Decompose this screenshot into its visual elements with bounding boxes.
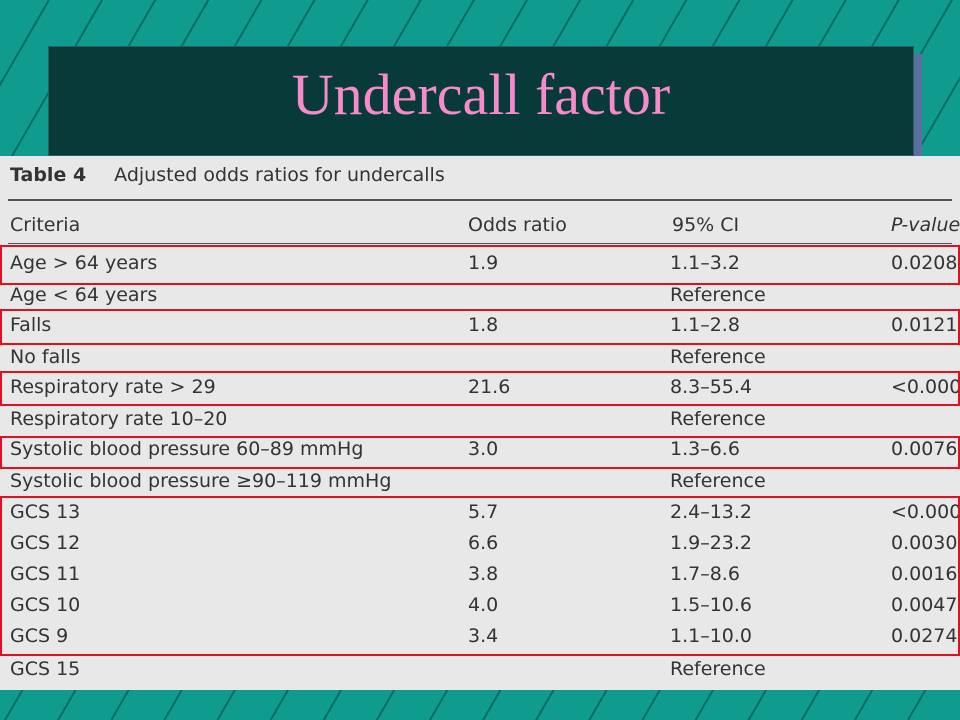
ci-cell: 2.4–13.2 bbox=[670, 501, 753, 523]
table-row: GCS 12 6.6 1.9–23.2 0.0030 bbox=[0, 528, 960, 558]
criteria-cell: Age > 64 years bbox=[10, 252, 158, 274]
criteria-cell: Respiratory rate > 29 bbox=[10, 376, 216, 398]
header-criteria: Criteria bbox=[10, 214, 81, 236]
odds-ratio-cell: 1.9 bbox=[468, 252, 499, 274]
header-p-value: P-value bbox=[891, 214, 960, 236]
criteria-cell: GCS 11 bbox=[10, 563, 81, 585]
header-ci: 95% CI bbox=[672, 214, 740, 236]
table-row: Falls 1.8 1.1–2.8 0.0121 bbox=[0, 310, 960, 340]
odds-ratio-cell: 21.6 bbox=[468, 376, 511, 398]
criteria-cell: Age < 64 years bbox=[10, 284, 158, 306]
ci-cell: 1.1–10.0 bbox=[670, 625, 753, 647]
odds-ratio-cell: 3.0 bbox=[468, 438, 499, 460]
table-row: Respiratory rate > 29 21.6 8.3–55.4 <0.0001 bbox=[0, 372, 960, 402]
table-row: Systolic blood pressure 60–89 mmHg 3.0 1.3… bbox=[0, 434, 960, 464]
p-value-cell: 0.0047 bbox=[891, 594, 958, 616]
highlight-box-respiratory bbox=[0, 371, 960, 406]
p-value-cell: 0.0274 bbox=[891, 625, 958, 647]
top-rule bbox=[8, 199, 952, 201]
table-row: No falls Reference bbox=[0, 342, 960, 372]
ci-cell: 1.5–10.6 bbox=[670, 594, 753, 616]
table-row: GCS 15 Reference bbox=[0, 654, 960, 684]
criteria-cell: GCS 13 bbox=[10, 501, 81, 523]
ci-cell: 1.7–8.6 bbox=[670, 563, 740, 585]
table-row: Respiratory rate 10–20 Reference bbox=[0, 404, 960, 434]
table-row: Age < 64 years Reference bbox=[0, 280, 960, 310]
p-value-cell: <0.0001 bbox=[891, 376, 960, 398]
p-value-cell: 0.0208 bbox=[891, 252, 958, 274]
criteria-cell: GCS 15 bbox=[10, 658, 81, 680]
ci-cell: 1.1–3.2 bbox=[670, 252, 740, 274]
table-panel: Table 4 Adjusted odds ratios for undercal… bbox=[0, 156, 960, 690]
ci-cell: 1.3–6.6 bbox=[670, 438, 740, 460]
p-value-cell: 0.0016 bbox=[891, 563, 958, 585]
header-odds-ratio: Odds ratio bbox=[468, 214, 567, 236]
slide-title: Undercall factor bbox=[291, 62, 671, 127]
p-value-cell: <0.0001 bbox=[891, 501, 960, 523]
ci-cell: Reference bbox=[670, 346, 766, 368]
criteria-cell: Systolic blood pressure 60–89 mmHg bbox=[10, 438, 364, 460]
p-value-cell: 0.0030 bbox=[891, 532, 958, 554]
criteria-cell: Systolic blood pressure ≥90–119 mmHg bbox=[10, 470, 392, 492]
header-rule bbox=[8, 243, 952, 244]
ci-cell: Reference bbox=[670, 284, 766, 306]
criteria-cell: GCS 10 bbox=[10, 594, 81, 616]
odds-ratio-cell: 3.4 bbox=[468, 625, 499, 647]
odds-ratio-cell: 5.7 bbox=[468, 501, 499, 523]
ci-cell: 8.3–55.4 bbox=[670, 376, 753, 398]
highlight-box-gcs bbox=[0, 496, 960, 656]
table-heading: Table 4 Adjusted odds ratios for undercal… bbox=[10, 164, 445, 186]
odds-ratio-cell: 1.8 bbox=[468, 314, 499, 336]
table-number: Table 4 bbox=[10, 164, 87, 186]
highlight-box-age bbox=[0, 245, 960, 285]
ci-cell: Reference bbox=[670, 408, 766, 430]
odds-ratio-cell: 4.0 bbox=[468, 594, 499, 616]
table-row: GCS 13 5.7 2.4–13.2 <0.0001 bbox=[0, 497, 960, 527]
table-row: GCS 11 3.8 1.7–8.6 0.0016 bbox=[0, 559, 960, 589]
highlight-box-systolic bbox=[0, 436, 960, 469]
ci-cell: 1.9–23.2 bbox=[670, 532, 753, 554]
table-row: Age > 64 years 1.9 1.1–3.2 0.0208 bbox=[0, 248, 960, 278]
criteria-cell: GCS 9 bbox=[10, 625, 69, 647]
table-row: Systolic blood pressure ≥90–119 mmHg Refe… bbox=[0, 466, 960, 496]
p-value-cell: 0.0076 bbox=[891, 438, 958, 460]
table-caption: Adjusted odds ratios for undercalls bbox=[114, 164, 445, 186]
table-row: GCS 9 3.4 1.1–10.0 0.0274 bbox=[0, 621, 960, 651]
ci-cell: Reference bbox=[670, 470, 766, 492]
criteria-cell: Respiratory rate 10–20 bbox=[10, 408, 228, 430]
table-row: GCS 10 4.0 1.5–10.6 0.0047 bbox=[0, 590, 960, 620]
criteria-cell: GCS 12 bbox=[10, 532, 81, 554]
title-box: Undercall factor bbox=[48, 46, 914, 156]
p-value-cell: 0.0121 bbox=[891, 314, 958, 336]
odds-ratio-cell: 6.6 bbox=[468, 532, 499, 554]
odds-ratio-cell: 3.8 bbox=[468, 563, 499, 585]
ci-cell: 1.1–2.8 bbox=[670, 314, 740, 336]
criteria-cell: No falls bbox=[10, 346, 81, 368]
criteria-cell: Falls bbox=[10, 314, 52, 336]
ci-cell: Reference bbox=[670, 658, 766, 680]
highlight-box-falls bbox=[0, 309, 960, 345]
